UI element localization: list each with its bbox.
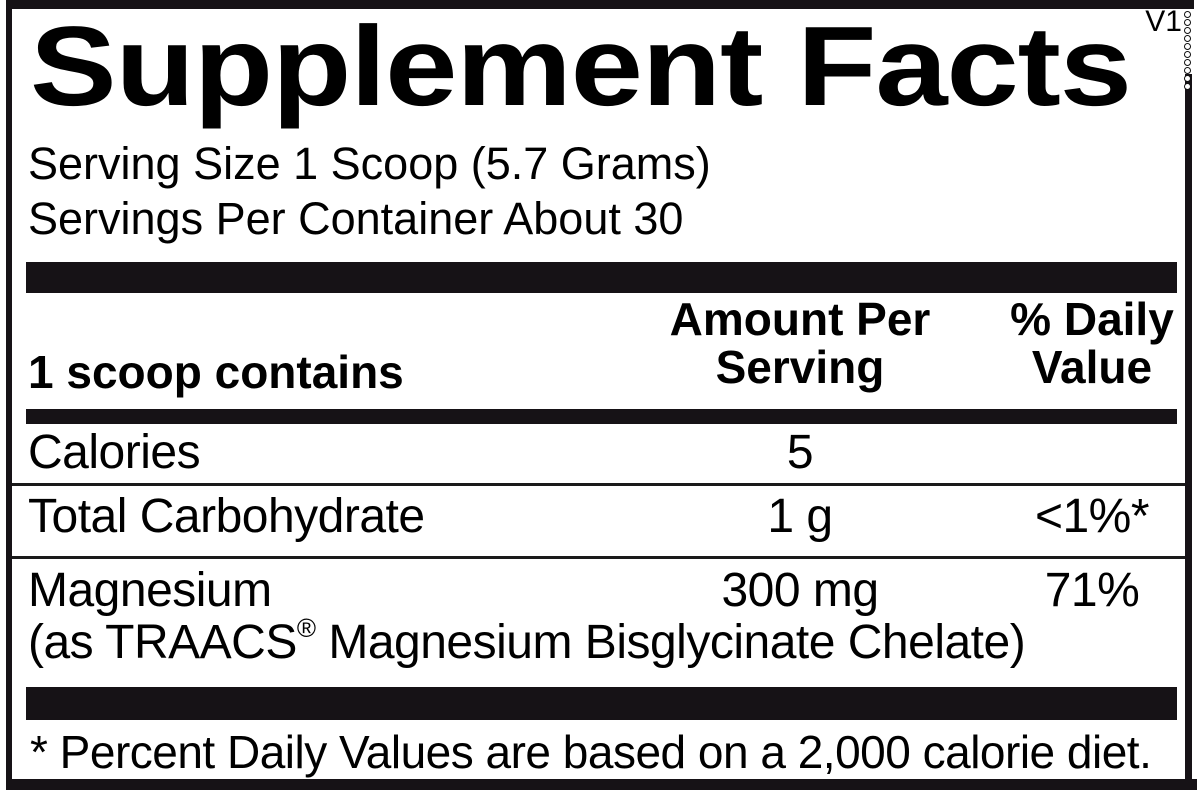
header-underline-bar (26, 409, 1177, 424)
column-header-item: 1 scoop contains (28, 346, 404, 398)
row-separator (12, 556, 1185, 559)
column-header-amount: Amount Per Serving (610, 295, 990, 391)
thick-divider-top (26, 262, 1177, 293)
bottom-border (6, 779, 1197, 790)
magnesium-note-suffix: Magnesium Bisglycinate Chelate) (315, 616, 1026, 669)
registered-trademark-icon: ® (296, 613, 316, 643)
right-border (1185, 74, 1192, 790)
thick-divider-bottom (26, 687, 1177, 720)
perforation-dots-icon (1184, 11, 1192, 90)
serving-info: Serving Size 1 Scoop (5.7 Grams) Serving… (28, 136, 711, 246)
serving-size-line: Serving Size 1 Scoop (5.7 Grams) (28, 138, 711, 189)
row-carbohydrate-daily-value: <1%* (1034, 490, 1150, 543)
row-separator (12, 483, 1185, 486)
row-magnesium-name: Magnesium (28, 564, 272, 617)
servings-per-container-line: Servings Per Container About 30 (28, 193, 684, 244)
column-header-daily-value-line2: Value (1031, 341, 1153, 393)
magnesium-note-prefix: (as TRAACS (28, 616, 297, 669)
page-title-text: Supplement Facts (30, 3, 1132, 129)
column-header-daily-value-line1: % Daily (1010, 293, 1174, 345)
row-carbohydrate-name: Total Carbohydrate (28, 490, 425, 543)
row-magnesium-daily-value: 71% (1044, 564, 1140, 617)
top-border-bar (6, 0, 1194, 9)
left-border (6, 0, 12, 790)
column-header-amount-line2: Serving (715, 341, 885, 393)
row-magnesium-amount: 300 mg (721, 564, 879, 617)
version-tag: V1 (1145, 5, 1182, 38)
row-magnesium-source-note: (as TRAACS® Magnesium Bisglycinate Chela… (28, 615, 1026, 669)
column-header-amount-line1: Amount Per (669, 293, 931, 345)
column-header-daily-value: % Daily Value (1002, 295, 1182, 391)
daily-value-footnote: * Percent Daily Values are based on a 2,… (30, 726, 1152, 778)
page-title: Supplement Facts (30, 10, 1132, 123)
row-calories-amount: 5 (786, 426, 814, 479)
row-carbohydrate-amount: 1 g (767, 490, 833, 543)
row-calories-name: Calories (28, 426, 201, 479)
